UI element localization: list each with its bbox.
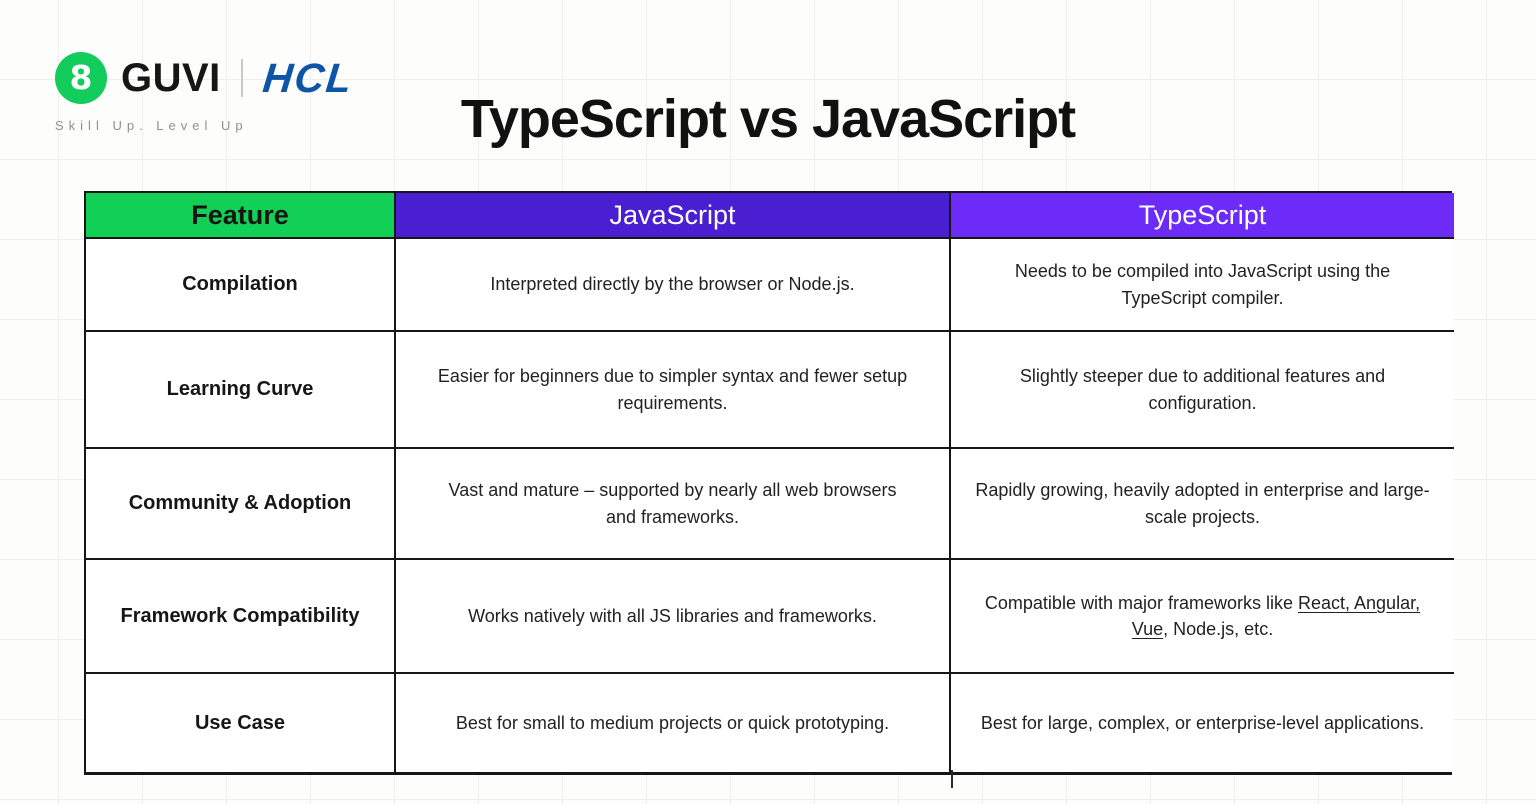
header-javascript: JavaScript [396, 193, 951, 239]
feature-community-adoption: Community & Adoption [86, 449, 396, 560]
cell-compilation-javascript: Interpreted directly by the browser or N… [396, 239, 951, 332]
cell-text: Works natively with all JS libraries and… [468, 605, 877, 626]
cell-compilation-typescript: Needs to be compiled into JavaScript usi… [951, 239, 1454, 332]
topbar: 8 GUVI HCL Skill Up. Level Up TypeScript… [0, 0, 1536, 170]
cell-use-case-typescript: Best for large, complex, or enterprise-l… [951, 674, 1454, 772]
page-title: TypeScript vs JavaScript [460, 89, 1076, 149]
cell-framework-javascript: Works natively with all JS libraries and… [396, 560, 951, 674]
cell-text: Best for large, complex, or enterprise-l… [980, 712, 1425, 733]
guvi-wordmark: GUVI [121, 55, 221, 100]
cell-community-typescript: Rapidly growing, heavily adopted in ente… [951, 449, 1454, 560]
cell-community-javascript: Vast and mature – supported by nearly al… [396, 449, 951, 560]
cell-learning-curve-typescript: Slightly steeper due to additional featu… [951, 332, 1454, 449]
cell-framework-typescript: Compatible with major frameworks like Re… [951, 560, 1454, 674]
cell-text: Best for small to medium projects or qui… [455, 712, 890, 733]
header-feature: Feature [86, 193, 396, 239]
cell-use-case-javascript: Best for small to medium projects or qui… [396, 674, 951, 772]
logo-divider [240, 59, 243, 97]
feature-use-case: Use Case [86, 674, 396, 772]
logo-tagline: Skill Up. Level Up [55, 118, 248, 133]
feature-learning-curve: Learning Curve [86, 332, 396, 449]
guvi-hcl-logo: 8 GUVI HCL Skill Up. Level Up [55, 52, 356, 133]
comparison-table: Feature JavaScript TypeScript Compilatio… [84, 191, 1454, 775]
header-typescript: TypeScript [951, 193, 1454, 239]
cell-text: Vast and mature – supported by nearly al… [448, 480, 897, 527]
cell-text: Easier for beginners due to simpler synt… [437, 366, 908, 413]
feature-compilation: Compilation [86, 239, 396, 332]
cell-text: Needs to be compiled into JavaScript usi… [1014, 261, 1391, 308]
cell-text: Rapidly growing, heavily adopted in ente… [975, 480, 1430, 527]
cell-learning-curve-javascript: Easier for beginners due to simpler synt… [396, 332, 951, 449]
plain-text: Compatible with major frameworks like [984, 592, 1298, 613]
underlined-text: React, Angular, Vue [1131, 592, 1421, 639]
cell-rich-text: Compatible with major frameworks like Re… [975, 590, 1430, 642]
feature-framework-compatibility: Framework Compatibility [86, 560, 396, 674]
cell-text: Slightly steeper due to additional featu… [1019, 366, 1386, 413]
plain-text: , Node.js, etc. [1163, 619, 1274, 639]
cell-text: Interpreted directly by the browser or N… [490, 274, 855, 295]
guvi-mark-icon: 8 [55, 52, 107, 104]
column-divider-extension [951, 770, 953, 788]
